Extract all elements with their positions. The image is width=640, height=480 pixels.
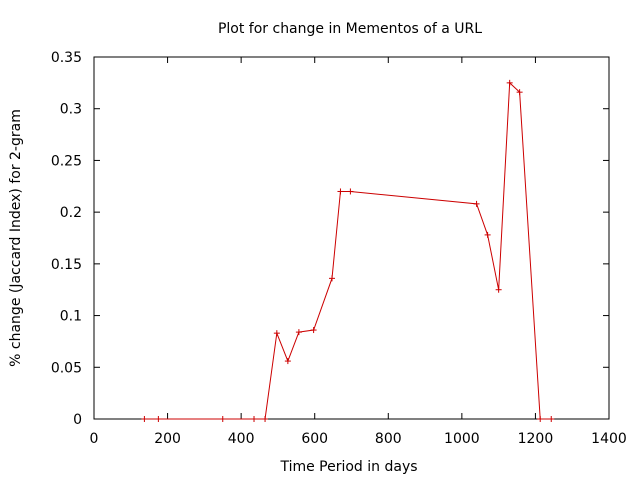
y-tick-label: 0.1 bbox=[60, 309, 82, 325]
x-tick-label: 800 bbox=[375, 431, 402, 447]
chart-title: Plot for change in Mementos of a URL bbox=[218, 21, 482, 37]
plot-area-frame bbox=[93, 56, 610, 420]
y-axis: 0 0.05 0.1 0.15 0.2 0.25 0.3 0.35 bbox=[51, 50, 609, 428]
y-tick-label: 0.2 bbox=[60, 205, 82, 221]
y-tick-label: 0 bbox=[73, 412, 82, 428]
x-axis-label: Time Period in days bbox=[279, 459, 417, 475]
data-point bbox=[262, 416, 269, 422]
x-axis: 0 200 400 600 800 1000 1200 1400 bbox=[90, 57, 627, 447]
data-point bbox=[273, 330, 280, 337]
data-point bbox=[506, 79, 513, 86]
x-tick-label: 400 bbox=[228, 431, 255, 447]
x-tick-label: 600 bbox=[301, 431, 328, 447]
y-tick-label: 0.3 bbox=[60, 102, 82, 118]
data-point bbox=[251, 416, 258, 422]
data-point bbox=[329, 275, 336, 282]
data-point bbox=[219, 416, 226, 422]
data-point bbox=[495, 286, 502, 293]
data-point bbox=[337, 188, 344, 195]
x-tick-label: 0 bbox=[90, 431, 99, 447]
data-point bbox=[484, 231, 491, 238]
y-tick-label: 0.25 bbox=[51, 153, 82, 169]
x-tick-label: 200 bbox=[154, 431, 181, 447]
data-point bbox=[347, 188, 354, 195]
x-tick-label: 1400 bbox=[591, 431, 627, 447]
y-tick-label: 0.15 bbox=[51, 257, 82, 273]
data-point bbox=[141, 416, 148, 422]
data-point bbox=[284, 358, 291, 365]
data-point bbox=[310, 327, 317, 334]
y-tick-label: 0.05 bbox=[51, 360, 82, 376]
series-line bbox=[144, 81, 552, 420]
y-axis-label: % change (Jaccard Index) for 2-gram bbox=[8, 109, 24, 367]
data-point bbox=[548, 416, 555, 422]
data-point bbox=[516, 89, 523, 96]
x-tick-label: 1000 bbox=[444, 431, 480, 447]
data-point bbox=[295, 329, 302, 336]
data-point bbox=[473, 200, 480, 207]
data-point bbox=[537, 416, 544, 422]
series-markers bbox=[141, 79, 555, 422]
data-point bbox=[155, 416, 162, 422]
y-tick-label: 0.35 bbox=[51, 50, 82, 66]
x-tick-label: 1200 bbox=[518, 431, 554, 447]
